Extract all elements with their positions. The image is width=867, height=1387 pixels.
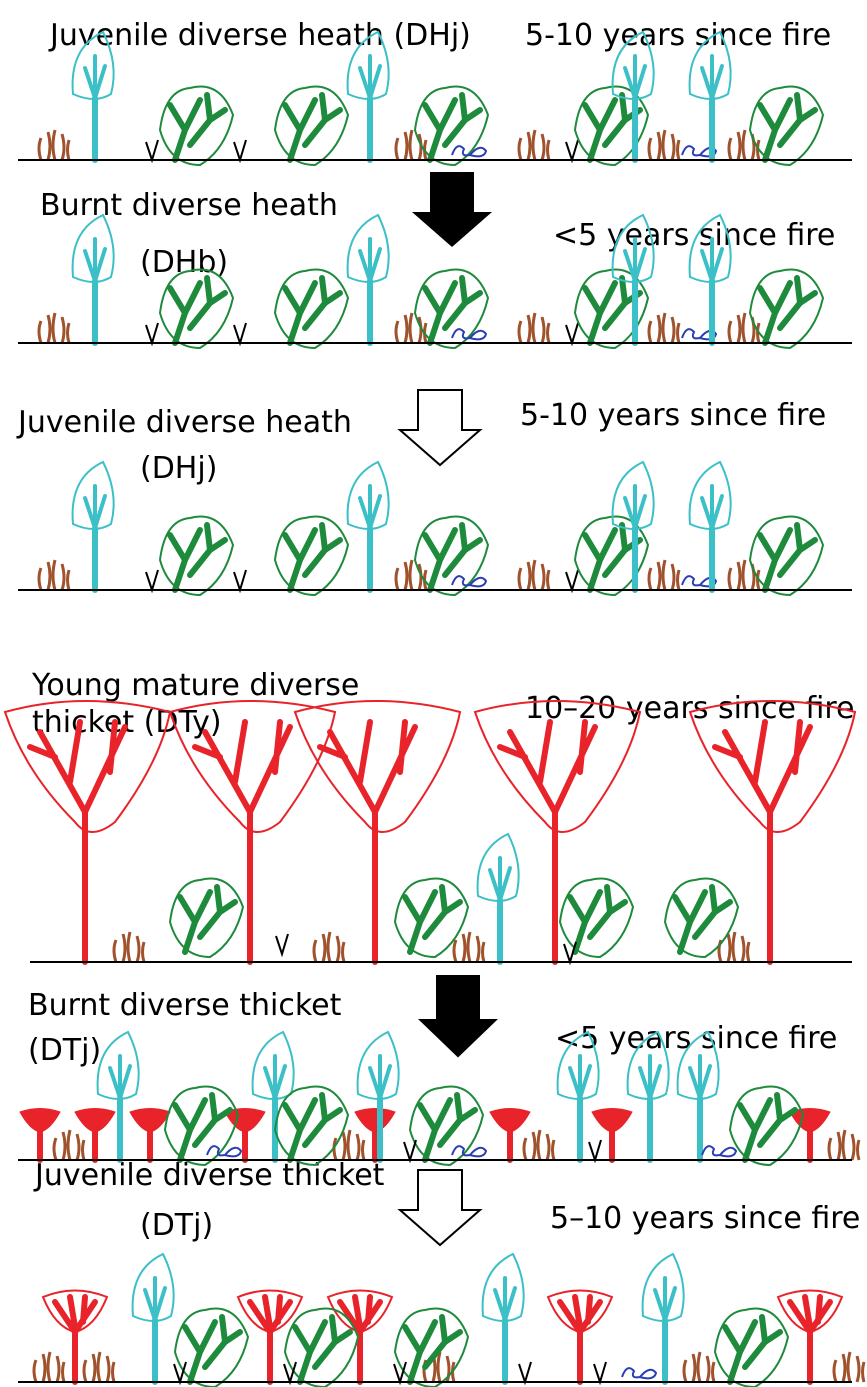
panel-label: (DTj) — [140, 1208, 213, 1243]
time-label: 5-10 years since fire — [520, 398, 826, 433]
panel-label: (DTj) — [28, 1033, 101, 1068]
time-label: 10–20 years since fire — [525, 691, 854, 726]
panel-label: thicket (DTy) — [32, 705, 222, 740]
time-label: 5-10 years since fire — [525, 18, 831, 53]
panel-label: Young mature diverse — [31, 668, 359, 703]
time-label: 5–10 years since fire — [550, 1201, 860, 1236]
panel-label: Burnt diverse thicket — [28, 988, 342, 1023]
panel-label: Juvenile diverse heath (DHj) — [48, 18, 471, 53]
time-label: <5 years since fire — [553, 218, 835, 253]
transition-arrow — [399, 1169, 481, 1246]
panel-label: (DHb) — [140, 245, 228, 280]
transition-arrow — [412, 172, 492, 247]
heath-scene — [18, 215, 852, 348]
burnt-thicket-scene — [18, 1032, 861, 1165]
panel-label: Juvenile diverse thicket — [33, 1158, 385, 1193]
transition-arrow — [399, 389, 481, 466]
panel-label: Juvenile diverse heath — [16, 405, 352, 440]
transition-arrow — [418, 975, 498, 1058]
juvenile-thicket-scene — [18, 1254, 866, 1387]
panel-label: (DHj) — [140, 451, 217, 486]
panel-label: Burnt diverse heath — [40, 188, 338, 223]
thicket-scene — [5, 701, 855, 962]
